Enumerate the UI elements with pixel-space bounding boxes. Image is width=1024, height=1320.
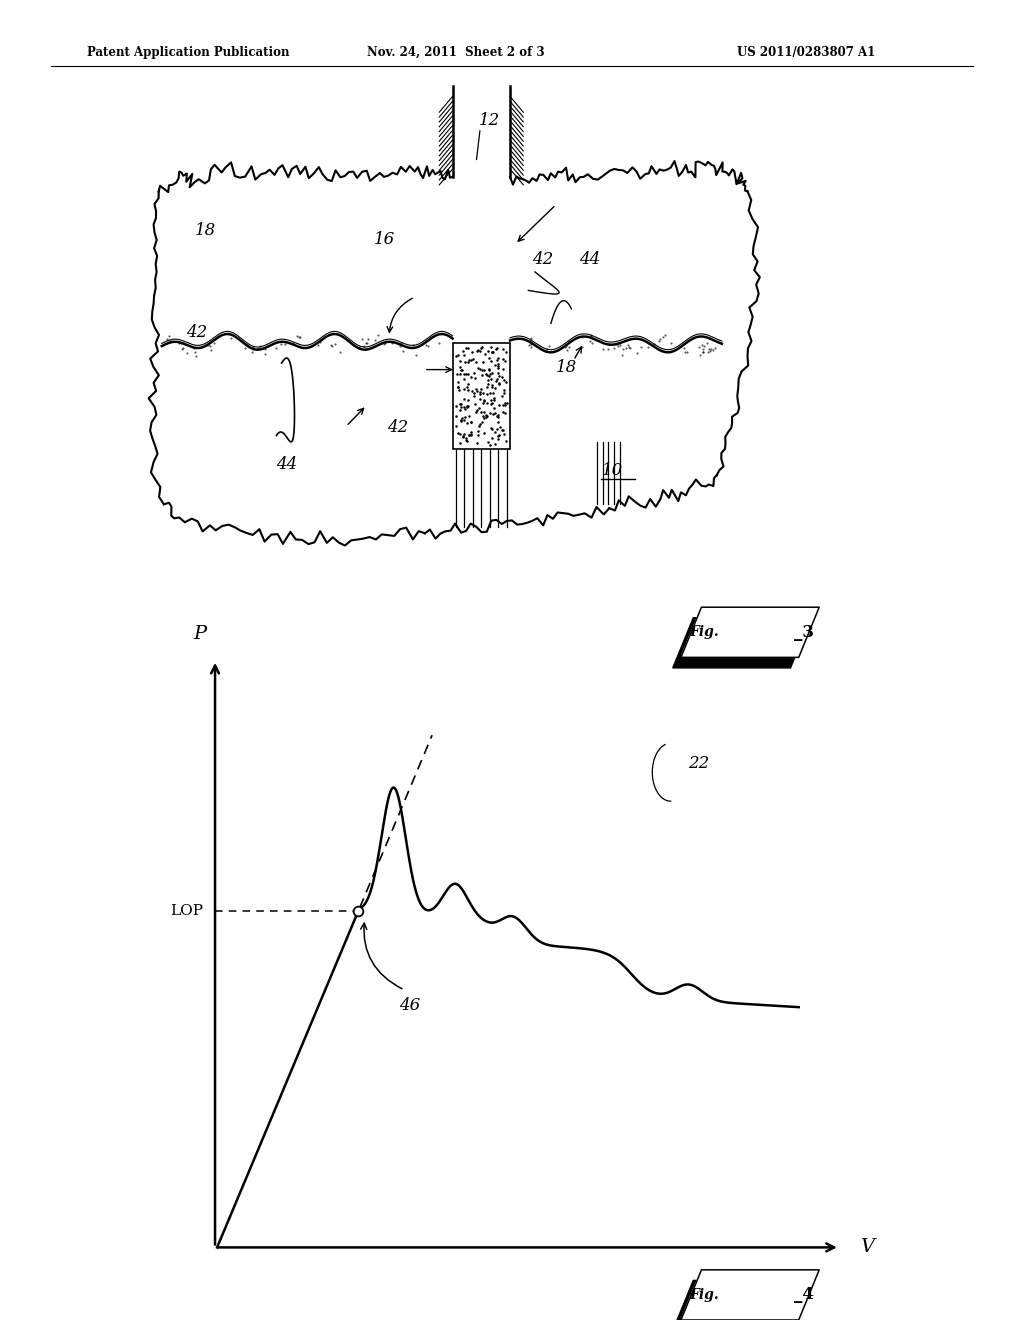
Text: 18: 18: [556, 359, 578, 376]
Polygon shape: [681, 607, 819, 657]
Text: LOP: LOP: [170, 904, 203, 917]
Text: 10: 10: [602, 462, 624, 479]
Text: 42: 42: [387, 418, 409, 436]
Text: Fig.: Fig.: [689, 626, 719, 639]
Text: 16: 16: [374, 231, 395, 248]
Text: US 2011/0283807 A1: US 2011/0283807 A1: [737, 46, 876, 59]
Text: 46: 46: [399, 997, 421, 1014]
Text: 44: 44: [276, 455, 298, 473]
Text: _3: _3: [794, 624, 814, 640]
Text: Patent Application Publication: Patent Application Publication: [87, 46, 290, 59]
Polygon shape: [673, 1280, 811, 1320]
Text: 12: 12: [479, 112, 501, 129]
Text: 42: 42: [186, 323, 208, 341]
Text: V: V: [860, 1238, 874, 1257]
Text: 44: 44: [579, 251, 600, 268]
Bar: [453, 343, 510, 449]
Text: Nov. 24, 2011  Sheet 2 of 3: Nov. 24, 2011 Sheet 2 of 3: [367, 46, 545, 59]
Text: 42: 42: [532, 251, 554, 268]
Text: _4: _4: [794, 1287, 813, 1303]
Text: 22: 22: [688, 755, 710, 772]
Polygon shape: [681, 1270, 819, 1320]
Text: 18: 18: [195, 222, 216, 239]
Text: P: P: [194, 624, 206, 643]
Polygon shape: [673, 618, 811, 668]
Text: Fig.: Fig.: [689, 1288, 719, 1302]
